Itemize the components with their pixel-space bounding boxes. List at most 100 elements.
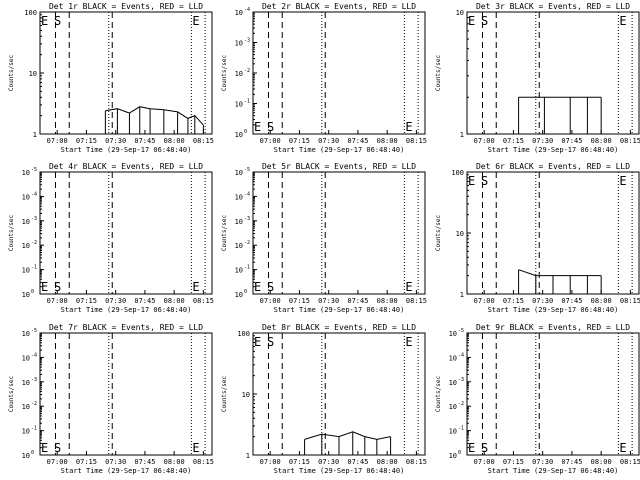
y-tick-exponent: -1 — [31, 426, 37, 432]
event-marker: S — [481, 14, 488, 28]
y-tick-exponent: -2 — [31, 240, 37, 246]
y-tick-label: 10 — [235, 291, 243, 299]
x-tick-label: 07:15 — [289, 458, 310, 466]
y-tick-exponent: 0 — [244, 129, 247, 135]
event-marker: S — [481, 441, 488, 455]
plot-frame — [39, 11, 213, 135]
x-tick-label: 07:15 — [76, 297, 97, 305]
event-marker: E — [41, 441, 48, 455]
y-tick-exponent: -2 — [31, 401, 37, 407]
y-tick-exponent: -3 — [31, 216, 37, 222]
y-tick-exponent: -4 — [244, 7, 250, 13]
y-tick-exponent: -3 — [244, 38, 250, 44]
y-tick-label: 1 — [460, 131, 464, 139]
y-tick-label: 10 — [235, 101, 243, 109]
y-axis-label: Counts/sec — [8, 215, 15, 252]
plot-frame — [39, 171, 213, 295]
x-tick-label: 07:30 — [105, 297, 126, 305]
y-tick-exponent: 0 — [31, 289, 34, 295]
event-marker: E — [254, 120, 261, 134]
x-axis-label: Start Time (29-Sep-17 06:48:40) — [488, 306, 619, 314]
chart-title: Det 7r BLACK = Events, RED = LLD — [49, 323, 203, 332]
y-tick-label: 10 — [456, 9, 464, 17]
x-axis-label: Start Time (29-Sep-17 06:48:40) — [274, 306, 405, 314]
y-tick-label: 10 — [22, 267, 30, 275]
x-tick-label: 07:00 — [47, 137, 68, 145]
x-tick-label: 08:00 — [377, 458, 398, 466]
x-axis-label: Start Time (29-Sep-17 06:48:40) — [274, 467, 405, 475]
events-trace — [518, 269, 602, 277]
x-tick-label: 07:30 — [532, 458, 553, 466]
y-tick-label: 10 — [22, 354, 30, 362]
x-axis-label: Start Time (29-Sep-17 06:48:40) — [61, 306, 192, 314]
y-tick-label: 10 — [242, 391, 250, 399]
x-axis-label: Start Time (29-Sep-17 06:48:40) — [274, 146, 405, 154]
y-tick-label: 10 — [449, 354, 457, 362]
y-tick-label: 10 — [22, 291, 30, 299]
x-tick-label: 07:45 — [347, 458, 368, 466]
event-marker: S — [54, 280, 61, 294]
x-axis-label: Start Time (29-Sep-17 06:48:40) — [61, 146, 192, 154]
y-tick-exponent: -2 — [458, 401, 464, 407]
x-axis-label: Start Time (29-Sep-17 06:48:40) — [488, 467, 619, 475]
y-tick-label: 1 — [33, 131, 37, 139]
y-tick-exponent: -4 — [458, 352, 464, 358]
x-tick-label: 08:00 — [377, 297, 398, 305]
y-tick-label: 10 — [235, 267, 243, 275]
y-tick-label: 1 — [246, 452, 250, 460]
y-tick-exponent: -1 — [244, 265, 250, 271]
y-tick-exponent: -4 — [244, 191, 250, 197]
x-tick-label: 08:00 — [591, 137, 612, 145]
x-tick-label: 07:00 — [260, 297, 281, 305]
x-tick-label: 07:45 — [134, 297, 155, 305]
x-tick-label: 07:45 — [347, 137, 368, 145]
chart-panel-3: Det 3r BLACK = Events, RED = LLD 1 10 Count… — [435, 2, 640, 154]
y-tick-label: 10 — [449, 452, 457, 460]
y-tick-exponent: -2 — [244, 240, 250, 246]
y-tick-label: 10 — [22, 428, 30, 436]
y-axis-label: Counts/sec — [435, 55, 442, 92]
y-tick-exponent: -5 — [31, 328, 37, 334]
x-tick-label: 08:00 — [377, 137, 398, 145]
event-marker: E — [41, 14, 48, 28]
y-tick-exponent: -3 — [458, 377, 464, 383]
x-axis-label: Start Time (29-Sep-17 06:48:40) — [488, 146, 619, 154]
y-tick-label: 10 — [22, 193, 30, 201]
x-tick-label: 08:15 — [620, 297, 640, 305]
chart-title: Det 5r BLACK = Events, RED = LLD — [262, 162, 416, 171]
y-tick-label: 10 — [22, 169, 30, 177]
y-tick-exponent: -3 — [31, 377, 37, 383]
x-tick-label: 07:30 — [532, 297, 553, 305]
y-tick-label: 10 — [22, 403, 30, 411]
y-axis-label: Counts/sec — [8, 55, 15, 92]
y-tick-exponent: -5 — [458, 328, 464, 334]
chart-panel-6: Det 6r BLACK = Events, RED = LLD 1 10 100 Co… — [435, 162, 640, 314]
event-marker: E — [468, 14, 475, 28]
x-tick-label: 07:15 — [503, 458, 524, 466]
x-tick-label: 07:00 — [474, 297, 495, 305]
x-tick-label: 07:45 — [134, 137, 155, 145]
event-marker: E — [619, 174, 626, 188]
y-tick-label: 10 — [235, 218, 243, 226]
event-marker: E — [619, 14, 626, 28]
x-tick-label: 07:00 — [260, 458, 281, 466]
x-tick-label: 08:15 — [193, 297, 214, 305]
chart-title: Det 4r BLACK = Events, RED = LLD — [49, 162, 203, 171]
event-marker: E — [619, 441, 626, 455]
y-tick-exponent: -1 — [244, 99, 250, 105]
x-tick-label: 07:15 — [76, 458, 97, 466]
y-tick-label: 10 — [235, 242, 243, 250]
event-marker: E — [192, 14, 199, 28]
x-tick-label: 07:00 — [260, 137, 281, 145]
y-tick-label: 100 — [24, 9, 37, 17]
event-marker: E — [468, 441, 475, 455]
y-tick-label: 10 — [449, 379, 457, 387]
x-tick-label: 07:00 — [47, 297, 68, 305]
y-tick-exponent: -5 — [31, 167, 37, 173]
x-tick-label: 08:15 — [193, 137, 214, 145]
x-tick-label: 07:15 — [76, 137, 97, 145]
x-tick-label: 08:15 — [620, 137, 640, 145]
